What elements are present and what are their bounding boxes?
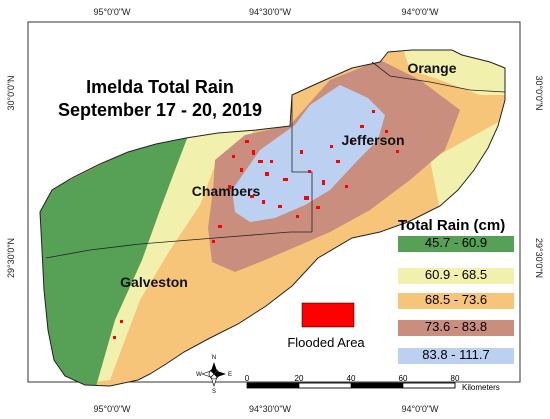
scale-tick-0: 0 [245, 374, 250, 383]
graticule-labels: 95°0'0"W 94°30'0"W 94°0'0"W 95°0'0"W 94°… [6, 7, 544, 414]
graticule-top-0: 95°0'0"W [93, 7, 131, 17]
graticule-bottom-2: 94°0'0"W [401, 404, 439, 414]
boundary-chambers-jefferson [291, 95, 313, 232]
legend: Total Rain (cm) 45.7 - 60.9 60.9 - 68.5 … [398, 217, 514, 364]
map-title-line2: September 17 - 20, 2019 [58, 100, 262, 120]
scale-bar: 0 20 40 60 80 Kilometers [245, 374, 500, 392]
zone-83-111 [232, 85, 385, 222]
scale-tick-3: 60 [399, 374, 408, 383]
legend-label-4: 83.8 - 111.7 [422, 347, 489, 362]
compass-w: W [196, 372, 202, 378]
county-label-orange: Orange [407, 60, 456, 76]
legend-label-0: 45.7 - 60.9 [425, 235, 487, 250]
scale-tick-1: 20 [295, 374, 304, 383]
compass-rose: N S W E [196, 355, 232, 395]
graticule-top-1: 94°30'0"W [249, 7, 292, 17]
legend-label-3: 73.6 - 83.8 [425, 319, 487, 334]
scale-unit: Kilometers [462, 383, 500, 392]
boundary-jefferson-orange [371, 61, 506, 93]
map-title-line1: Imelda Total Rain [86, 77, 234, 97]
compass-east-arrow [214, 371, 226, 377]
compass-north-arrow [211, 362, 217, 374]
graticule-bottom-0: 95°0'0"W [93, 404, 131, 414]
scale-tick-4: 80 [451, 374, 460, 383]
flooded-area-swatch [301, 302, 355, 328]
legend-title: Total Rain (cm) [398, 217, 505, 234]
compass-e: E [228, 372, 232, 378]
compass-n: N [212, 355, 216, 361]
graticule-left-1: 29°30'0"N [6, 238, 16, 278]
region-outline [39, 49, 506, 387]
boundary-chambers-galveston [45, 231, 312, 259]
graticule-right-0: 30°0'0"N [534, 75, 544, 110]
graticule-bottom-1: 94°30'0"W [249, 404, 292, 414]
legend-label-2: 68.5 - 73.6 [425, 292, 487, 307]
compass-s: S [212, 389, 216, 395]
flooded-area-label: Flooded Area [287, 335, 365, 350]
flooded-area-spots [113, 110, 399, 339]
county-label-galveston: Galveston [120, 274, 188, 290]
scale-tick-2: 40 [347, 374, 356, 383]
zone-45-60 [40, 136, 188, 386]
county-label-chambers: Chambers [192, 183, 261, 199]
graticule-top-2: 94°0'0"W [401, 7, 439, 17]
legend-swatch-1 [398, 268, 514, 284]
legend-label-1: 60.9 - 68.5 [425, 267, 487, 282]
legend-swatch-3 [398, 320, 514, 336]
legend-swatch-2 [398, 293, 514, 309]
legend-swatch-4 [398, 348, 514, 364]
county-label-jefferson: Jefferson [341, 132, 404, 148]
legend-swatches [398, 236, 514, 364]
legend-swatch-0 [398, 236, 514, 252]
county-boundaries [45, 61, 506, 259]
graticule-right-1: 29°30'0"N [534, 238, 544, 278]
graticule-left-0: 30°0'0"N [6, 75, 16, 110]
